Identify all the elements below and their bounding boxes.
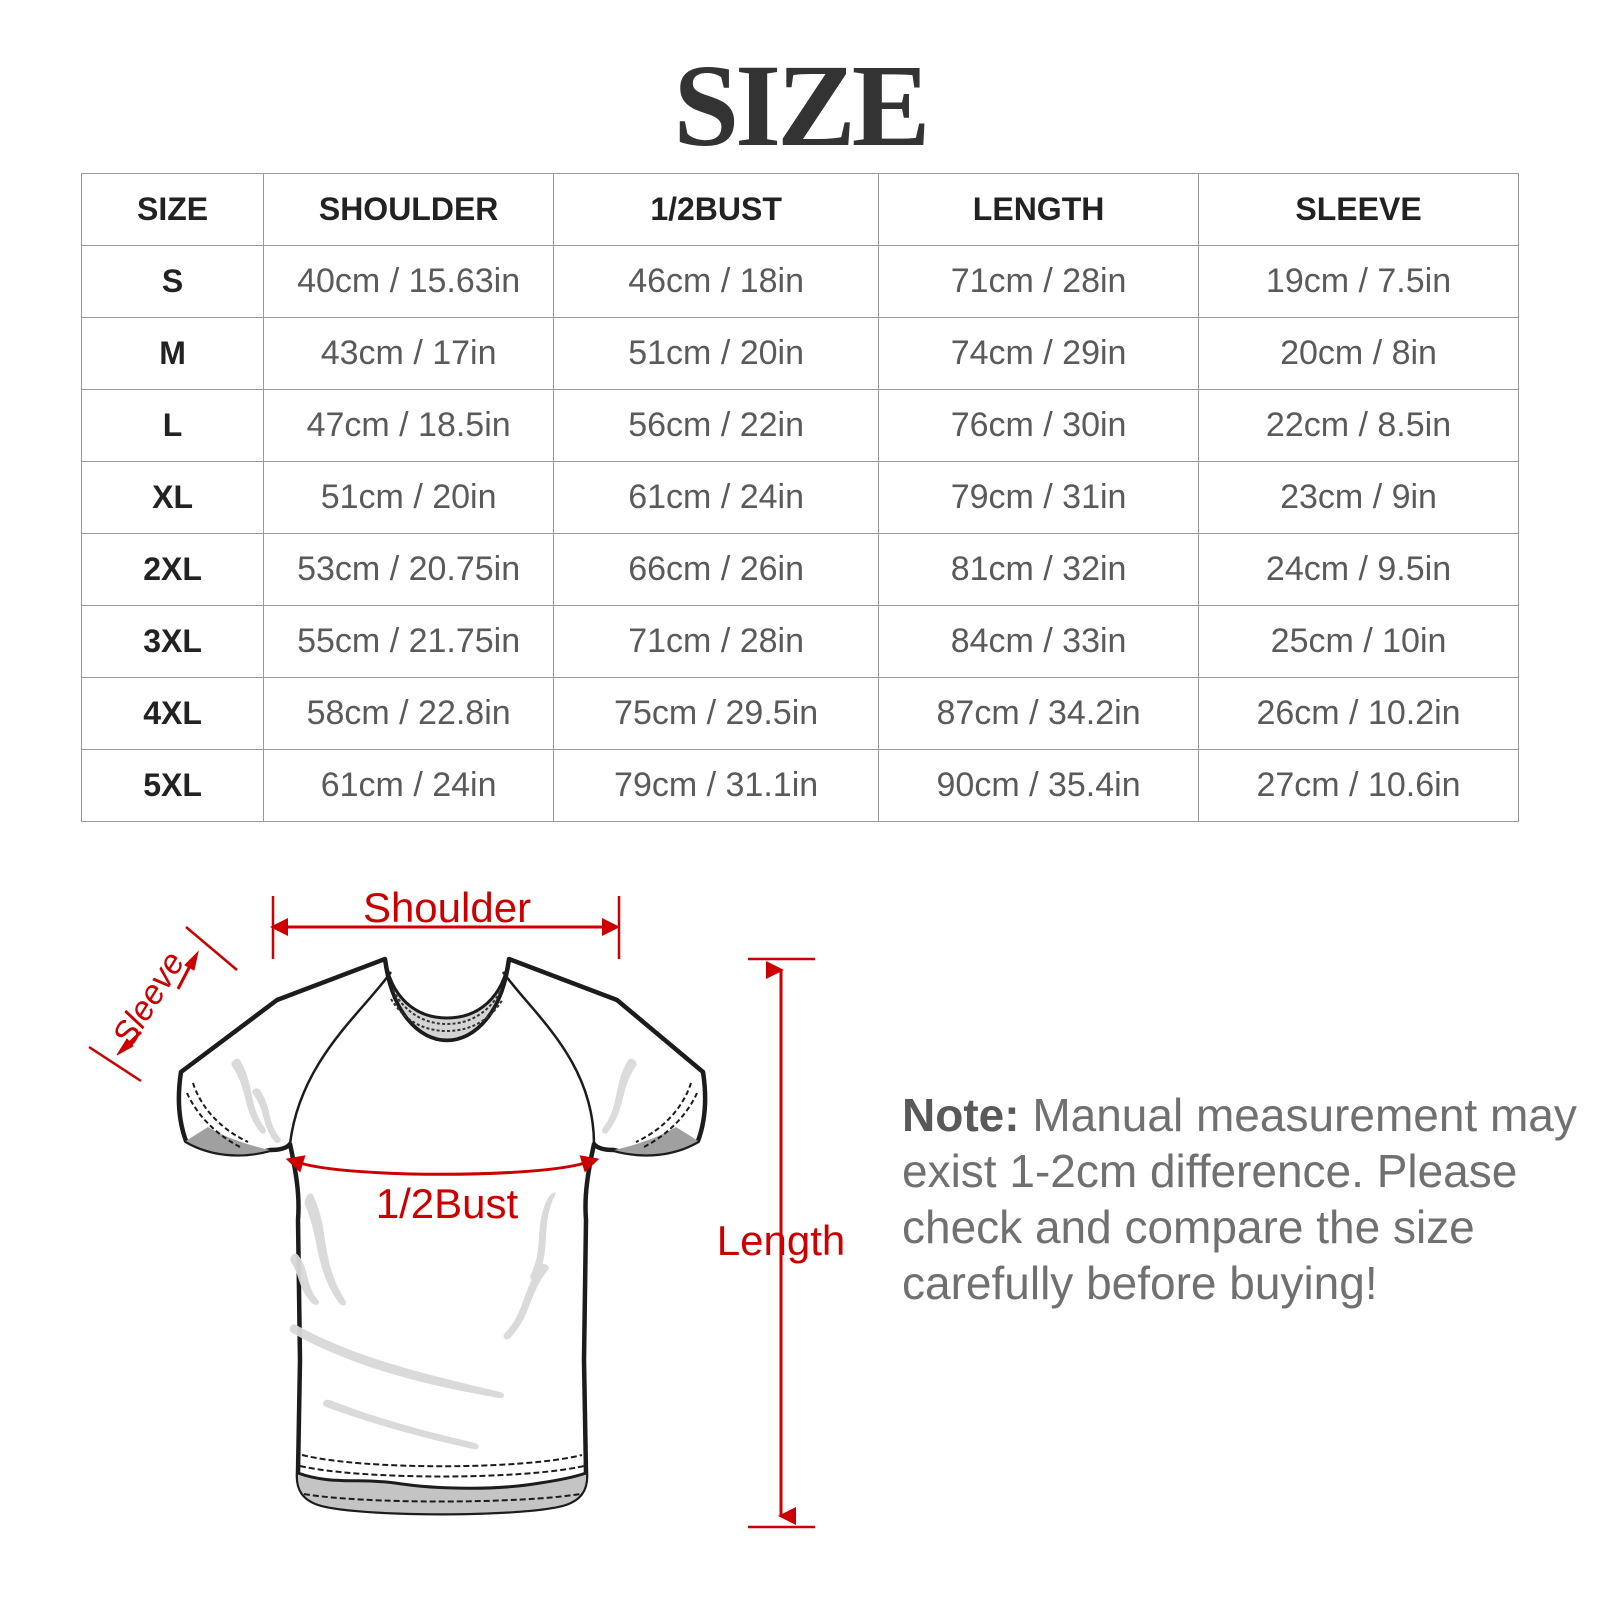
svg-text:Sleeve: Sleeve (105, 945, 192, 1053)
svg-text:Length: Length (717, 1217, 845, 1264)
svg-text:check and compare the size: check and compare the size (902, 1201, 1475, 1253)
svg-text:Shoulder: Shoulder (363, 884, 531, 931)
svg-text:1/2Bust: 1/2Bust (376, 1180, 519, 1227)
svg-text:Note: Manual measurement may: Note: Manual measurement may (902, 1089, 1577, 1141)
svg-text:carefully before buying!: carefully before buying! (902, 1257, 1378, 1309)
svg-text:exist 1-2cm difference. Please: exist 1-2cm difference. Please (902, 1145, 1517, 1197)
